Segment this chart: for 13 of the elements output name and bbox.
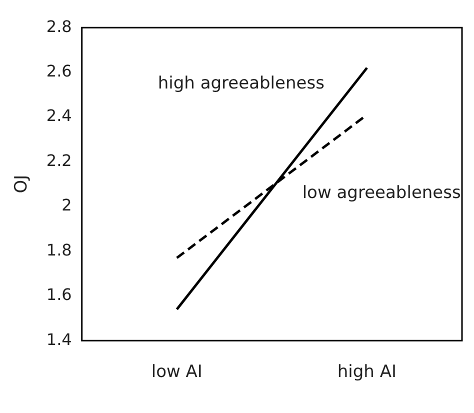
y-tick-label: 2.8 <box>46 16 72 36</box>
series-label: high agreeableness <box>158 73 325 94</box>
y-axis-title: OJ <box>12 174 32 194</box>
y-tick-label: 1.6 <box>46 285 72 304</box>
y-tick-label: 2.6 <box>46 61 72 80</box>
y-tick-label: 1.8 <box>46 240 72 260</box>
y-tick-label: 2.4 <box>46 106 72 126</box>
series-label: low agreeableness <box>302 182 461 203</box>
x-tick-label: low AI <box>151 362 202 382</box>
y-tick-label: 2 <box>62 196 72 215</box>
y-tick-label: 2.2 <box>46 150 72 170</box>
x-tick-label: high AI <box>337 362 397 382</box>
y-tick-label: 1.4 <box>46 330 72 349</box>
